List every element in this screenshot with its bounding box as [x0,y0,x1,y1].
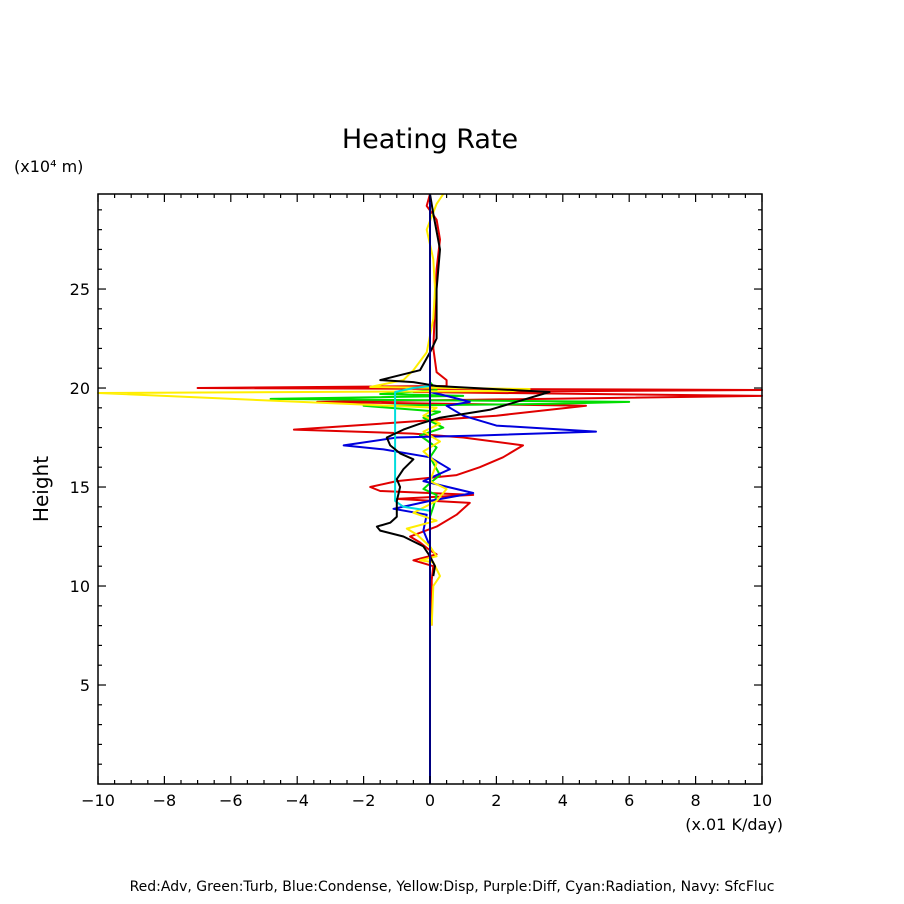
series-line-blue-condense [342,194,597,784]
plot-frame [97,193,763,785]
series-layer [97,193,763,784]
y-tick-label: 20 [70,379,90,398]
x-tick-label: −2 [352,791,376,810]
series-line-total [375,193,551,577]
series-line-red-adv [196,193,763,626]
x-tick-label: −8 [153,791,177,810]
x-tick-label: 4 [558,791,568,810]
y-axis-label: Height [29,456,53,522]
series-line-yellow-disp [97,193,531,626]
x-tick-label: −10 [81,791,115,810]
x-tick-label: 0 [425,791,435,810]
x-tick-label: −6 [219,791,243,810]
x-axis-unit: (x.01 K/day) [685,815,783,834]
x-tick-label: 2 [491,791,501,810]
y-axis-unit: (x10⁴ m) [14,157,83,176]
y-tick-label: 5 [80,676,90,695]
x-tick-label: 8 [691,791,701,810]
x-tick-label: 10 [752,791,772,810]
y-tick-label: 15 [70,478,90,497]
y-tick-label: 25 [70,280,90,299]
x-tick-label: 6 [624,791,634,810]
x-tick-label: −4 [285,791,309,810]
legend-caption: Red:Adv, Green:Turb, Blue:Condense, Yell… [130,879,775,895]
series-line-cyan-radiation [394,194,431,586]
y-tick-label: 10 [70,577,90,596]
tick-layer: −10 −8 −6 −4 −2 0 2 4 6 8 10 5 10 15 20 25 [70,194,772,810]
chart-title: Heating Rate [342,124,518,155]
